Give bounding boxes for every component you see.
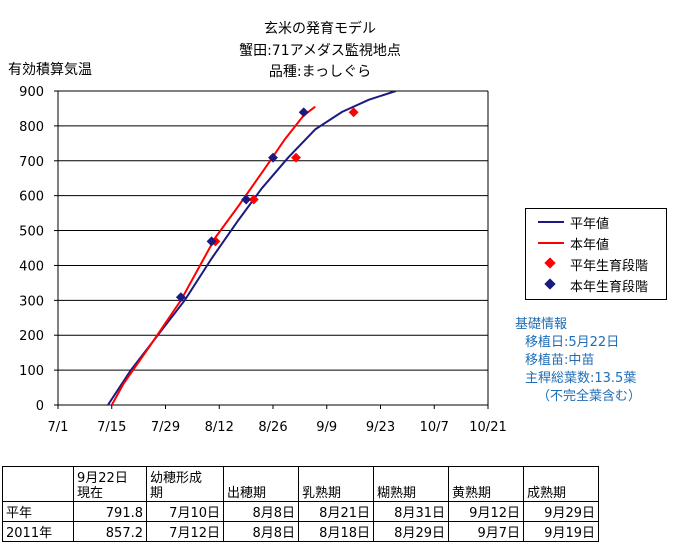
chart-title-line-1: 玄米の発育モデル <box>264 21 376 37</box>
series-marker-2 <box>248 194 259 205</box>
table-header-cell: 幼穂形成 期 <box>146 466 224 502</box>
basic-info-seedling: 移植苗:中苗 <box>525 353 595 368</box>
table-cell: 791.8 <box>73 501 147 522</box>
y-tick-label: 700 <box>19 155 44 170</box>
table-header-cell: 9月22日 現在 <box>73 466 147 502</box>
series-marker-3 <box>175 292 186 303</box>
table-row: 2011年 857.2 7月12日 8月8日 8月18日 8月29日 9月7日 … <box>2 521 599 542</box>
series-marker-3 <box>206 236 217 247</box>
table-header-cell: 成熟期 <box>523 466 599 502</box>
x-tick-label: 8/26 <box>258 420 287 435</box>
x-tick-label: 9/9 <box>316 420 337 435</box>
y-tick-label: 900 <box>19 85 44 100</box>
y-tick-label: 400 <box>19 259 44 274</box>
basic-info-heading: 基礎情報 <box>515 317 568 332</box>
legend-line-swatch <box>538 221 564 223</box>
table-cell: 8月8日 <box>223 521 299 542</box>
basic-info-leaf-count: 主稈総葉数:13.5葉 <box>525 371 637 386</box>
table-header-cell <box>2 466 74 502</box>
chart-title-line-3: 品種:まっしぐら <box>268 64 372 80</box>
table-cell: 9月7日 <box>448 521 524 542</box>
x-tick-label: 7/15 <box>97 420 126 435</box>
x-tick-label: 7/1 <box>48 420 69 435</box>
table-cell: 8月31日 <box>373 501 449 522</box>
y-tick-label: 500 <box>19 225 44 240</box>
table-header-panicle-line-2: 期 <box>150 486 164 501</box>
table-header-row: 9月22日 現在 幼穂形成 期 出穂期 乳熟期 糊熟期 黄熟期 成熟期 <box>2 466 599 502</box>
legend-line-swatch <box>538 242 564 244</box>
y-tick-label: 200 <box>19 329 44 344</box>
table-cell: 平年 <box>2 501 74 522</box>
table-cell: 2011年 <box>2 521 74 542</box>
legend-label: 平年生育段階 <box>570 259 649 274</box>
series-marker-3 <box>241 194 252 205</box>
y-tick-label: 300 <box>19 294 44 309</box>
stage-table: 9月22日 現在 幼穂形成 期 出穂期 乳熟期 糊熟期 黄熟期 成熟期 平年 7… <box>2 466 599 542</box>
legend: 平年値 本年値 平年生育段階 本年生育段階 <box>525 208 667 300</box>
y-axis-label: 有効積算気温 <box>8 62 92 78</box>
table-cell: 9月29日 <box>523 501 599 522</box>
table-cell: 8月21日 <box>298 501 374 522</box>
y-tick-label: 800 <box>19 120 44 135</box>
table-header-panicle-line: 幼穂形成 <box>150 471 203 486</box>
table-header-date-line-2: 現在 <box>77 486 104 501</box>
table-row: 平年 791.8 7月10日 8月8日 8月21日 8月31日 9月12日 9月… <box>2 501 599 522</box>
series-line-0 <box>107 91 397 405</box>
table-cell: 9月19日 <box>523 521 599 542</box>
table-cell: 857.2 <box>73 521 147 542</box>
table-header-date-line: 9月22日 <box>77 471 128 486</box>
table-cell: 7月12日 <box>146 521 224 542</box>
x-tick-label: 8/12 <box>205 420 234 435</box>
chart-plot: 0 100 200 300 400 500 600 700 800 900 7/1 7/15 7/29 8… <box>19 85 507 435</box>
series-marker-3 <box>298 107 309 118</box>
y-tick-label: 600 <box>19 190 44 205</box>
basic-info-panel: 基礎情報 移植日:5月22日 移植苗:中苗 主稈総葉数:13.5葉 （不完全葉含… <box>515 316 641 406</box>
y-tick-label: 0 <box>36 399 44 414</box>
basic-info-transplant-date: 移植日:5月22日 <box>525 335 620 350</box>
legend-item-heinen: 平年値 <box>526 212 666 232</box>
legend-item-honnen-stage: 本年生育段階 <box>526 275 666 295</box>
x-tick-label: 7/29 <box>151 420 180 435</box>
y-tick-label: 100 <box>19 364 44 379</box>
table-cell: 8月18日 <box>298 521 374 542</box>
legend-marker-swatch <box>544 257 556 269</box>
table-header-cell: 糊熟期 <box>373 466 449 502</box>
x-tick-label: 10/7 <box>420 420 449 435</box>
series-marker-2 <box>291 152 301 163</box>
legend-label: 平年値 <box>570 217 610 232</box>
table-header-cell: 黄熟期 <box>448 466 524 502</box>
legend-item-honnen: 本年値 <box>526 233 666 253</box>
table-cell: 7月10日 <box>146 501 224 522</box>
basic-info-note: （不完全葉含む） <box>537 389 642 404</box>
x-tick-label: 10/21 <box>469 420 506 435</box>
legend-marker-swatch <box>544 278 556 290</box>
chart-title-line-2: 蟹田:71アメダス監視地点 <box>239 43 401 59</box>
legend-label: 本年生育段階 <box>570 280 649 295</box>
table-cell: 8月8日 <box>223 501 299 522</box>
table-cell: 9月12日 <box>448 501 524 522</box>
legend-item-heinen-stage: 平年生育段階 <box>526 254 666 274</box>
table-header-cell: 乳熟期 <box>298 466 374 502</box>
legend-label: 本年値 <box>570 238 610 253</box>
table-cell: 8月29日 <box>373 521 449 542</box>
series-marker-3 <box>268 152 278 163</box>
x-tick-label: 9/23 <box>366 420 395 435</box>
table-header-cell: 出穂期 <box>223 466 299 502</box>
